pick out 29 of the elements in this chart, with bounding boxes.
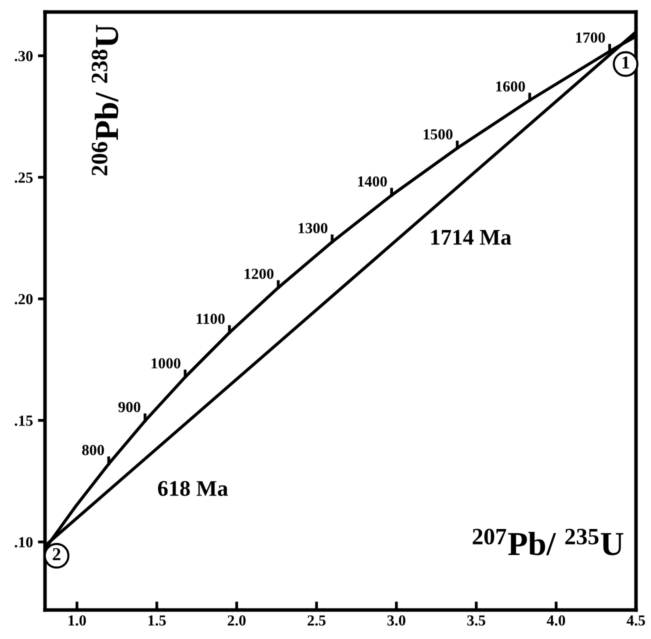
x-tick-label: 2.0	[228, 615, 246, 626]
annotation: 1600	[496, 81, 525, 92]
x-tick-label: 3.5	[467, 615, 486, 626]
x-tick-label: 4.5	[626, 615, 645, 626]
annotation: 1700	[576, 32, 605, 43]
y-tick-label: .20	[14, 294, 33, 304]
x-tick-label: 1.5	[148, 615, 166, 626]
y-tick-label: .15	[14, 416, 33, 426]
annotation: 1500	[424, 129, 453, 140]
annotation: 800	[82, 444, 104, 456]
annotation: 1	[622, 56, 630, 68]
annotation: 1000	[152, 358, 180, 368]
annotation: 1714 Ma	[431, 230, 512, 245]
annotation: 1400	[358, 176, 387, 187]
x-tick-label: 1.0	[68, 615, 86, 626]
annotation: 1200	[244, 268, 274, 280]
annotation: 1300	[298, 222, 328, 234]
x-tick-label: 2.5	[308, 615, 326, 626]
y-tick-label: .10	[14, 537, 33, 548]
annotation: 618 Ma	[158, 480, 228, 496]
y-axis-title: $^{206}$Pb/ $^{238}$U	[92, 24, 118, 176]
x-axis-title: $^{207}$Pb/ $^{235}$U	[472, 528, 624, 556]
y-tick-label: .30	[14, 50, 33, 62]
x-tick-label: 4.0	[546, 615, 566, 626]
annotation: 2	[52, 548, 60, 560]
annotation: 900	[118, 402, 140, 412]
x-tick-label: 3.0	[387, 615, 406, 626]
annotation: 1100	[196, 314, 225, 324]
y-tick-label: .25	[14, 172, 33, 183]
